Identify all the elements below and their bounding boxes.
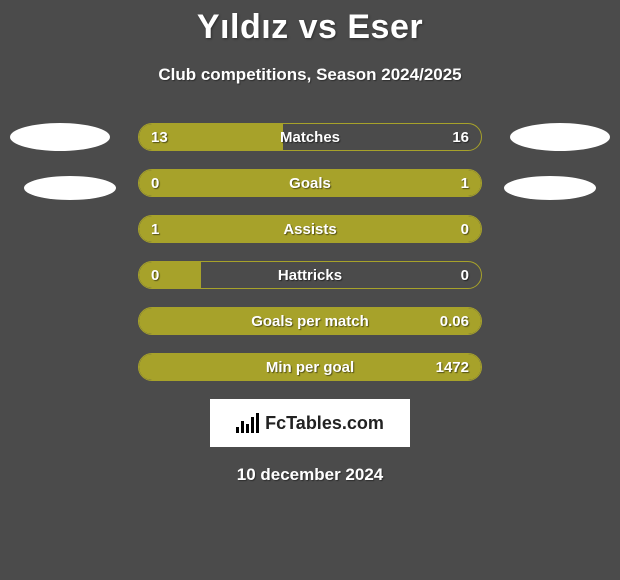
stat-row-matches: 13 Matches 16 xyxy=(138,123,482,151)
subtitle: Club competitions, Season 2024/2025 xyxy=(0,65,620,85)
stat-row-goals-per-match: Goals per match 0.06 xyxy=(138,307,482,335)
player1-badge-row1 xyxy=(10,123,110,151)
stat-row-min-per-goal: Min per goal 1472 xyxy=(138,353,482,381)
stat-row-assists: 1 Assists 0 xyxy=(138,215,482,243)
stat-label: Matches xyxy=(139,124,481,150)
chart-icon xyxy=(236,413,259,433)
stat-value-right: 16 xyxy=(452,124,469,150)
footer-brand-box: FcTables.com xyxy=(210,399,410,447)
stat-value-right: 0.06 xyxy=(440,308,469,334)
stat-label: Assists xyxy=(139,216,481,242)
stat-label: Goals per match xyxy=(139,308,481,334)
stat-label: Goals xyxy=(139,170,481,196)
stat-value-right: 1472 xyxy=(436,354,469,380)
stat-row-hattricks: 0 Hattricks 0 xyxy=(138,261,482,289)
footer-brand-text: FcTables.com xyxy=(265,413,384,434)
stat-value-right: 0 xyxy=(461,216,469,242)
stat-label: Hattricks xyxy=(139,262,481,288)
stat-value-right: 1 xyxy=(461,170,469,196)
player1-badge-row2 xyxy=(24,176,116,200)
player2-badge-row2 xyxy=(504,176,596,200)
stat-row-goals: 0 Goals 1 xyxy=(138,169,482,197)
page-title: Yıldız vs Eser xyxy=(0,0,620,47)
stats-container: 13 Matches 16 0 Goals 1 1 Assists 0 0 Ha… xyxy=(0,123,620,381)
date-label: 10 december 2024 xyxy=(0,465,620,485)
stat-label: Min per goal xyxy=(139,354,481,380)
stat-value-right: 0 xyxy=(461,262,469,288)
player2-badge-row1 xyxy=(510,123,610,151)
